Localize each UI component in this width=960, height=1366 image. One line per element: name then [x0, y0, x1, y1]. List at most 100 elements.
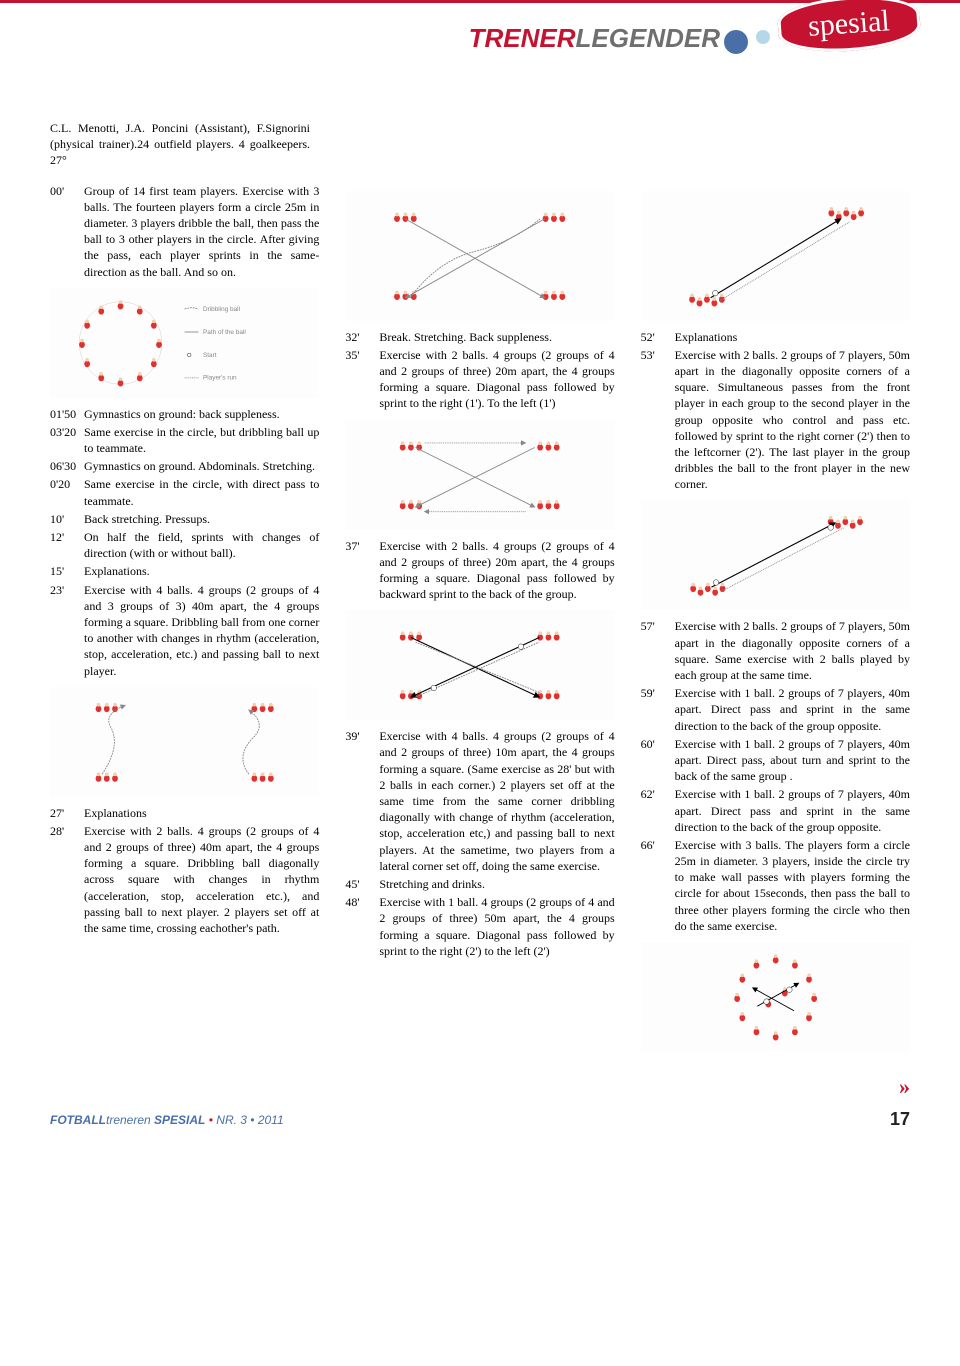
entry-time: 10'	[50, 511, 84, 527]
entries-block: 27'Explanations28'Exercise with 2 balls.…	[50, 805, 319, 937]
footer-issue: NR. 3 • 2011	[216, 1113, 283, 1127]
entry-desc: Exercise with 3 balls. The players form …	[675, 837, 910, 934]
three-columns: 00'Group of 14 first team players. Exerc…	[50, 183, 910, 1060]
exercise-entry: 39'Exercise with 4 balls. 4 groups (2 gr…	[345, 728, 614, 874]
page-number: 17	[890, 1109, 910, 1130]
entry-time: 03'20	[50, 424, 84, 456]
entry-time: 52'	[641, 329, 675, 345]
players-circle-icon	[79, 300, 162, 386]
entry-desc: Exercise with 4 balls. 4 groups (2 group…	[379, 728, 614, 874]
corners-diagram	[50, 687, 319, 797]
entry-time: 62'	[641, 786, 675, 835]
entry-time: 57'	[641, 618, 675, 683]
page-header: TRENERLEGENDER spesial	[0, 0, 960, 100]
final-circle-diagram	[641, 942, 910, 1052]
entry-desc: Gymnastics on ground. Abdominals. Stretc…	[84, 458, 319, 474]
entry-desc: Exercise with 1 ball. 2 groups of 7 play…	[675, 786, 910, 835]
entry-time: 01'50	[50, 406, 84, 422]
entry-desc: Exercise with 1 ball. 2 groups of 7 play…	[675, 685, 910, 734]
x-diagram	[345, 610, 614, 720]
footer-brand2: treneren	[106, 1113, 151, 1127]
entry-time: 66'	[641, 837, 675, 934]
title-part2: LEGENDER	[576, 23, 720, 53]
entry-time: 23'	[50, 582, 84, 679]
exercise-entry: 52'Explanations	[641, 329, 910, 345]
column-1: 00'Group of 14 first team players. Exerc…	[50, 183, 319, 1060]
entry-time: 12'	[50, 529, 84, 561]
entry-desc: Back stretching. Pressups.	[84, 511, 319, 527]
footer-brand1: FOTBALL	[50, 1113, 106, 1127]
page-content: C.L. Menotti, J.A. Poncini (Assistant), …	[0, 100, 960, 1080]
exercise-entry: 32'Break. Stretching. Back suppleness.	[345, 329, 614, 345]
dot-icon	[724, 30, 748, 54]
exercise-entry: 0'20Same exercise in the circle, with di…	[50, 476, 319, 508]
entry-time: 27'	[50, 805, 84, 821]
exercise-entry: 53'Exercise with 2 balls. 2 groups of 7 …	[641, 347, 910, 493]
exercise-entry: 03'20Same exercise in the circle, but dr…	[50, 424, 319, 456]
entry-desc: Group of 14 first team players. Exercise…	[84, 183, 319, 280]
square-diagram-2	[345, 420, 614, 530]
entry-desc: Exercise with 2 balls. 4 groups (2 group…	[379, 538, 614, 603]
title-part1: TRENER	[469, 23, 576, 53]
svg-text:Player's run: Player's run	[203, 374, 237, 381]
entry-desc: Exercise with 2 balls. 2 groups of 7 pla…	[675, 618, 910, 683]
exercise-entry: 57'Exercise with 2 balls. 2 groups of 7 …	[641, 618, 910, 683]
intro-text: C.L. Menotti, J.A. Poncini (Assistant), …	[50, 120, 310, 169]
spesial-badge: spesial	[777, 0, 922, 56]
exercise-entry: 28'Exercise with 2 balls. 4 groups (2 gr…	[50, 823, 319, 936]
exercise-entry: 35'Exercise with 2 balls. 4 groups (2 gr…	[345, 347, 614, 412]
header-title: TRENERLEGENDER	[469, 23, 720, 54]
circle-diagram: Dribbling ball Path of the ball Start Pl…	[50, 288, 319, 398]
exercise-entry: 23'Exercise with 4 balls. 4 groups (2 gr…	[50, 582, 319, 679]
column-2: 32'Break. Stretching. Back suppleness.35…	[345, 183, 614, 1060]
svg-text:Start: Start	[203, 351, 217, 358]
entry-desc: Break. Stretching. Back suppleness.	[379, 329, 614, 345]
exercise-entry: 48'Exercise with 1 ball. 4 groups (2 gro…	[345, 894, 614, 959]
exercise-entry: 37'Exercise with 2 balls. 4 groups (2 gr…	[345, 538, 614, 603]
entry-time: 37'	[345, 538, 379, 603]
svg-text:Dribbling ball: Dribbling ball	[203, 306, 240, 313]
entry-desc: Explanations	[84, 805, 319, 821]
svg-text:Path of the ball: Path of the ball	[203, 329, 246, 336]
exercise-entry: 12'On half the field, sprints with chang…	[50, 529, 319, 561]
exercise-entry: 27'Explanations	[50, 805, 319, 821]
entry-desc: Same exercise in the circle, with direct…	[84, 476, 319, 508]
entry-desc: Exercise with 2 balls. 4 groups (2 group…	[379, 347, 614, 412]
entry-time: 32'	[345, 329, 379, 345]
next-page-arrow-icon: »	[899, 1074, 910, 1100]
entry-time: 48'	[345, 894, 379, 959]
entry-time: 60'	[641, 736, 675, 785]
entry-desc: Explanations.	[84, 563, 319, 579]
footer-brand: FOTBALLtreneren SPESIAL • NR. 3 • 2011	[50, 1113, 284, 1127]
entry-desc: Explanations	[675, 329, 910, 345]
exercise-entry: 45'Stretching and drinks.	[345, 876, 614, 892]
exercise-entry: 06'30Gymnastics on ground. Abdominals. S…	[50, 458, 319, 474]
exercise-entry: 66'Exercise with 3 balls. The players fo…	[641, 837, 910, 934]
exercise-entry: 59'Exercise with 1 ball. 2 groups of 7 p…	[641, 685, 910, 734]
entry-time: 06'30	[50, 458, 84, 474]
entries-block: 32'Break. Stretching. Back suppleness.35…	[345, 329, 614, 412]
entry-time: 28'	[50, 823, 84, 936]
entry-desc: Stretching and drinks.	[379, 876, 614, 892]
footer-brand3: SPESIAL	[151, 1113, 206, 1127]
entry-time: 39'	[345, 728, 379, 874]
exercise-entry: 00'Group of 14 first team players. Exerc…	[50, 183, 319, 280]
entry-time: 53'	[641, 347, 675, 493]
entry-desc: Exercise with 4 balls. 4 groups (2 group…	[84, 582, 319, 679]
diagonal-groups-diagram	[641, 191, 910, 321]
entry-desc: Exercise with 1 ball. 4 groups (2 groups…	[379, 894, 614, 959]
entry-desc: Same exercise in the circle, but dribbli…	[84, 424, 319, 456]
entry-desc: Gymnastics on ground: back suppleness.	[84, 406, 319, 422]
exercise-entry: 10'Back stretching. Pressups.	[50, 511, 319, 527]
entry-time: 35'	[345, 347, 379, 412]
exercise-entry: 60'Exercise with 1 ball. 2 groups of 7 p…	[641, 736, 910, 785]
dot-icon	[756, 30, 770, 44]
entries-block: 00'Group of 14 first team players. Exerc…	[50, 183, 319, 280]
entry-desc: Exercise with 1 ball. 2 groups of 7 play…	[675, 736, 910, 785]
entries-block: 37'Exercise with 2 balls. 4 groups (2 gr…	[345, 538, 614, 603]
entry-time: 0'20	[50, 476, 84, 508]
exercise-entry: 01'50Gymnastics on ground: back supplene…	[50, 406, 319, 422]
entry-desc: Exercise with 2 balls. 4 groups (2 group…	[84, 823, 319, 936]
cross-diagram	[345, 191, 614, 321]
entries-block: 39'Exercise with 4 balls. 4 groups (2 gr…	[345, 728, 614, 959]
